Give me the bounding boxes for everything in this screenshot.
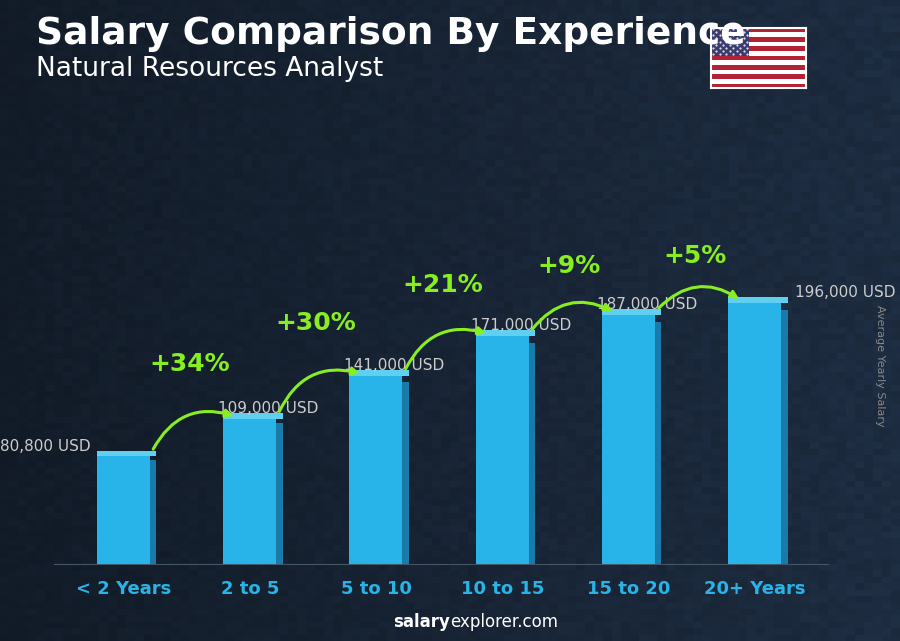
Bar [349,376,402,564]
Bar [711,28,749,56]
Text: Average Yearly Salary: Average Yearly Salary [875,304,886,426]
Text: 109,000 USD: 109,000 USD [218,401,319,416]
Bar [223,419,276,564]
Bar [711,70,806,74]
Bar [602,315,655,564]
Bar [711,28,806,32]
Text: Natural Resources Analyst: Natural Resources Analyst [36,56,383,83]
Bar [276,423,283,564]
Bar [150,460,157,564]
Text: 187,000 USD: 187,000 USD [597,297,698,312]
Bar [711,56,806,60]
Bar [476,336,529,564]
Bar [711,46,806,51]
Text: 141,000 USD: 141,000 USD [345,358,445,373]
Text: 80,800 USD: 80,800 USD [0,438,91,454]
Bar [711,74,806,79]
Bar [728,297,788,303]
Bar [711,84,806,88]
Bar [711,79,806,84]
Bar [711,32,806,37]
Bar [529,343,535,564]
Bar [402,381,409,564]
Bar [711,42,806,46]
Text: +5%: +5% [663,244,726,268]
Text: +34%: +34% [149,351,230,376]
Text: +21%: +21% [402,273,482,297]
Text: salary: salary [393,613,450,631]
Text: +30%: +30% [275,311,356,335]
Bar [711,37,806,42]
Bar [97,451,157,456]
Bar [728,303,781,564]
Bar [711,51,806,56]
Text: +9%: +9% [537,254,600,278]
Bar [781,310,788,564]
Text: 171,000 USD: 171,000 USD [471,319,571,333]
Bar [655,322,661,564]
Bar [602,309,662,315]
Bar [97,456,150,564]
Text: explorer.com: explorer.com [450,613,558,631]
Text: Salary Comparison By Experience: Salary Comparison By Experience [36,16,746,52]
Bar [349,370,409,376]
Text: 196,000 USD: 196,000 USD [796,285,896,300]
Bar [476,330,536,336]
Bar [711,65,806,70]
Bar [223,413,283,419]
Bar [711,60,806,65]
